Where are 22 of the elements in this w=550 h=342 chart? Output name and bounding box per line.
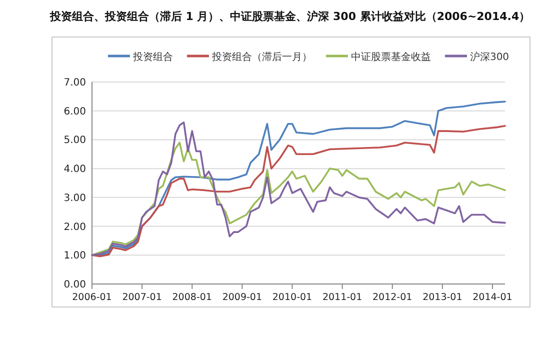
y-tick-label: 0.00 [64, 280, 86, 290]
x-tick-label: 2006-01 [72, 292, 112, 303]
legend-label: 中证股票基金收益 [350, 51, 431, 63]
x-tick-label: 2010-01 [272, 292, 312, 303]
y-tick-label: 1.00 [64, 250, 86, 262]
y-tick-label: 3.00 [64, 192, 86, 204]
y-tick-label: 7.00 [64, 78, 86, 88]
legend-label: 沪深300 [470, 51, 510, 63]
legend-label: 投资组合（滞后一月） [210, 51, 312, 63]
x-tick-label: 2009-01 [222, 292, 262, 303]
x-tick-label: 2011-01 [322, 292, 362, 303]
x-tick-label: 2012-01 [372, 292, 412, 303]
chart-title: 投资组合、投资组合（滞后 1 月）、中证股票基金、沪深 300 累计收益对比（2006~2014.4） [48, 10, 530, 23]
x-tick-label: 2007-01 [122, 292, 162, 303]
y-tick-label: 5.00 [64, 135, 86, 146]
x-tick-label: 2013-01 [422, 292, 462, 303]
legend-label: 投资组合 [132, 51, 173, 63]
x-tick-label: 2008-01 [172, 292, 212, 303]
y-tick-label: 6.00 [64, 106, 86, 118]
y-tick-label: 2.00 [64, 222, 86, 233]
x-tick-label: 2014-01 [472, 292, 512, 303]
y-tick-label: 4.00 [64, 164, 86, 176]
